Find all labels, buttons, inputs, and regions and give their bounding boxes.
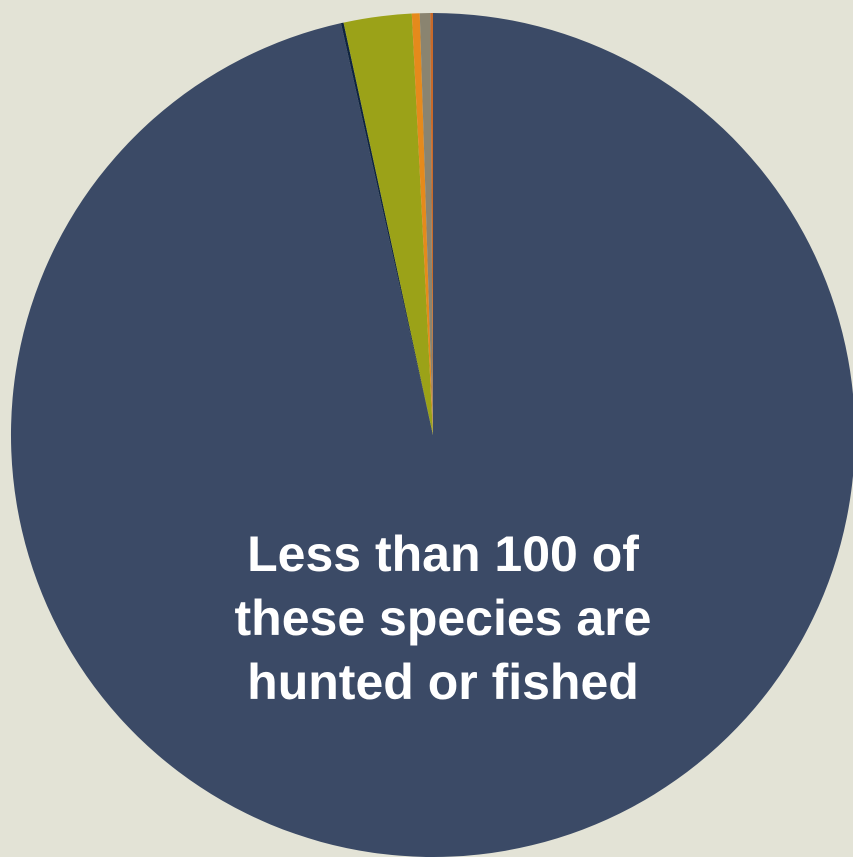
annotation-line-3: hunted or fished [247, 654, 639, 710]
pie-slice-6 [430, 13, 433, 435]
pie-slice-5 [419, 13, 433, 435]
pie-slice-3 [343, 13, 433, 436]
annotation-line-2: these species are [234, 590, 652, 646]
annotation-line-1: Less than 100 of [247, 526, 639, 582]
pie-slices [11, 13, 853, 857]
pie-slice-2 [340, 22, 433, 436]
pie-slice-4 [411, 13, 433, 436]
pie-slice-1 [11, 13, 853, 857]
pie-annotation: Less than 100 of these species are hunte… [183, 522, 703, 714]
